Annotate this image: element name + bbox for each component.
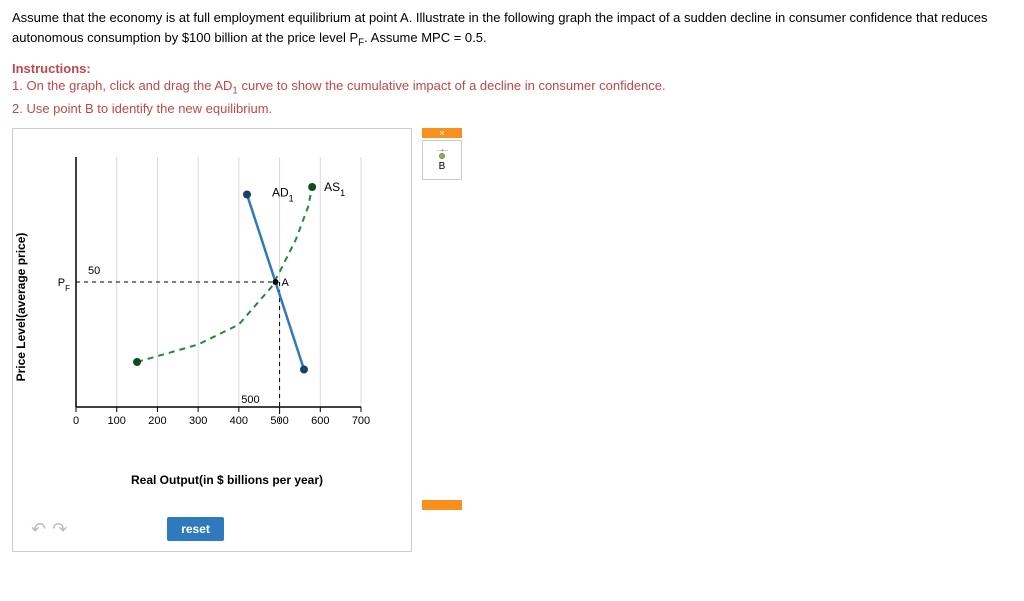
q-line1-a: Assume that the economy is at full emplo…: [12, 10, 988, 45]
svg-text:400: 400: [230, 415, 248, 427]
draggable-point-b[interactable]: × ···•··· B: [422, 128, 462, 180]
x-axis-label: Real Output(in $ billions per year): [61, 473, 393, 487]
y-axis-label: Price Level(average price): [14, 233, 28, 382]
instruction-1: 1. On the graph, click and drag the AD1 …: [12, 76, 1012, 99]
instruction-2: 2. Use point B to identify the new equil…: [12, 99, 1012, 119]
interactive-chart[interactable]: 010020030040050060070050PF500AD1AS1A: [31, 147, 371, 447]
instructions-block: Instructions: 1. On the graph, click and…: [12, 61, 1012, 119]
svg-text:PF: PF: [58, 277, 70, 293]
reset-button[interactable]: reset: [167, 517, 224, 541]
svg-text:AD1: AD1: [272, 186, 294, 204]
svg-text:200: 200: [148, 415, 166, 427]
svg-text:AS1: AS1: [324, 180, 345, 198]
svg-text:300: 300: [189, 415, 207, 427]
svg-text:A: A: [282, 277, 290, 289]
svg-text:700: 700: [352, 415, 370, 427]
svg-text:0: 0: [73, 415, 79, 427]
question-text: Assume that the economy is at full emplo…: [12, 8, 1012, 51]
svg-text:500: 500: [241, 394, 259, 406]
redo-icon[interactable]: ↷: [52, 519, 67, 540]
close-icon[interactable]: ×: [439, 129, 444, 137]
instructions-heading: Instructions:: [12, 61, 1012, 76]
tray-handle[interactable]: [422, 500, 462, 510]
svg-text:100: 100: [108, 415, 126, 427]
svg-text:600: 600: [311, 415, 329, 427]
draggable-tray: × ···•··· B: [422, 128, 462, 510]
undo-icon[interactable]: ↶: [31, 519, 46, 540]
graph-panel: Price Level(average price) 0 100 200 300 400…: [12, 128, 412, 552]
undo-redo-group: ↶ ↷: [31, 519, 67, 540]
svg-text:50: 50: [88, 265, 100, 277]
q-line1-b: . Assume MPC = 0.5.: [364, 30, 486, 45]
draggable-label: B: [439, 161, 446, 172]
